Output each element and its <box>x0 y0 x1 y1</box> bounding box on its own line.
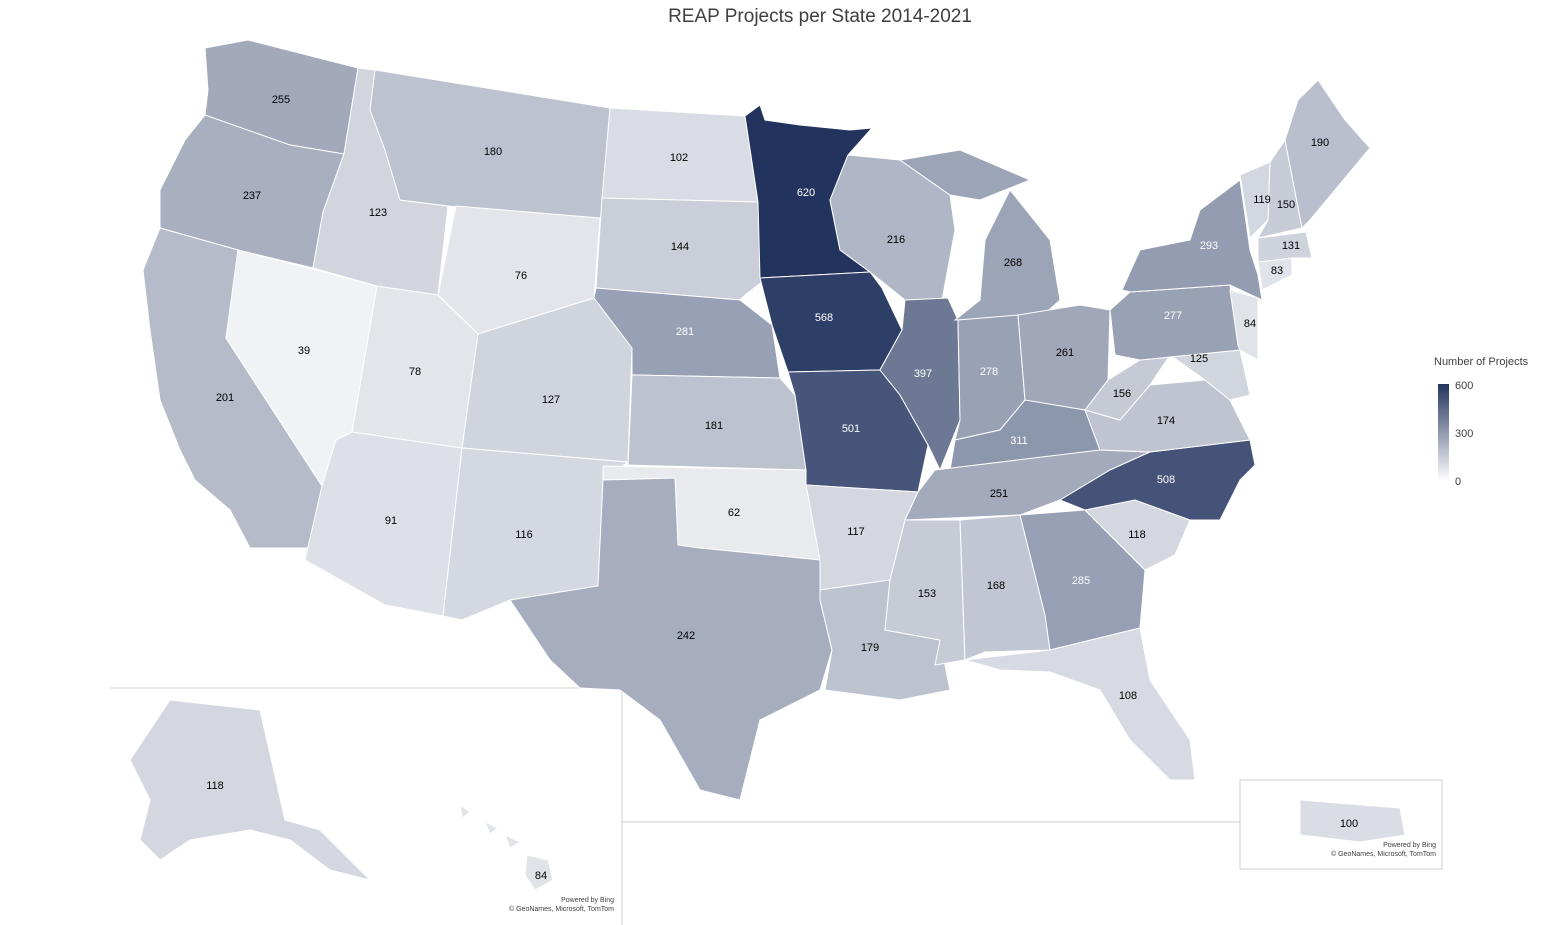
state-value-label-wa: 255 <box>272 94 290 106</box>
state-value-label-ca: 201 <box>216 392 234 404</box>
credit-line-sources: © GeoNames, Microsoft, TomTom <box>509 906 614 913</box>
state-value-label-sc: 118 <box>1128 529 1146 541</box>
state-value-label-nj: 84 <box>1244 318 1256 330</box>
state-value-label-wv: 156 <box>1113 388 1131 400</box>
legend-tick-min: 0 <box>1455 476 1462 488</box>
state-value-label-md: 125 <box>1190 353 1208 365</box>
state-value-label-nh: 150 <box>1277 199 1295 211</box>
state-value-label-nd: 102 <box>670 152 688 164</box>
state-value-label-hi: 84 <box>535 870 547 882</box>
pr-credit-line-powered: Powered by Bing <box>1383 842 1436 849</box>
state-value-label-az: 91 <box>385 515 397 527</box>
state-ny[interactable] <box>1121 179 1263 301</box>
legend-title: Number of Projects <box>1434 356 1529 368</box>
state-value-label-tx: 242 <box>677 630 695 642</box>
state-value-label-fl: 108 <box>1119 690 1137 702</box>
state-value-label-ct: 83 <box>1271 265 1283 277</box>
state-value-label-ks: 181 <box>705 420 723 432</box>
state-co[interactable] <box>461 297 633 463</box>
color-legend: Number of Projects 600 300 0 <box>1434 356 1549 488</box>
map-credit: Powered by Bing © GeoNames, Microsoft, T… <box>470 896 614 914</box>
state-value-label-ny: 293 <box>1200 240 1218 252</box>
state-value-labels: 255 237 201 39 123 180 76 78 91 127 116 102 144 281 18… <box>206 94 1358 882</box>
state-ma[interactable] <box>1257 231 1313 263</box>
state-value-label-in: 278 <box>980 366 998 378</box>
state-fl[interactable] <box>964 627 1196 781</box>
states-layer <box>129 39 1406 891</box>
state-ak[interactable] <box>129 699 372 881</box>
state-pa[interactable] <box>1109 284 1241 361</box>
state-value-label-nm: 116 <box>515 529 533 541</box>
state-value-label-pa: 277 <box>1164 310 1182 322</box>
state-nj[interactable] <box>1229 289 1259 361</box>
state-value-label-mn: 620 <box>797 187 815 199</box>
state-value-label-ar: 117 <box>847 526 865 538</box>
state-value-label-ut: 78 <box>409 366 421 378</box>
legend-tick-mid: 300 <box>1455 428 1474 440</box>
legend-tick-max: 600 <box>1455 380 1474 392</box>
state-value-label-sd: 144 <box>671 241 689 253</box>
state-value-label-nc: 508 <box>1157 474 1175 486</box>
state-me[interactable] <box>1284 79 1371 230</box>
credit-line-powered: Powered by Bing <box>561 897 614 904</box>
state-value-label-al: 168 <box>987 580 1005 592</box>
state-value-label-co: 127 <box>542 394 560 406</box>
state-value-label-ok: 62 <box>728 507 740 519</box>
state-value-label-oh: 261 <box>1056 347 1074 359</box>
state-value-label-or: 237 <box>243 190 261 202</box>
state-hi[interactable] <box>459 803 554 891</box>
state-value-label-me: 190 <box>1311 137 1329 149</box>
state-value-label-mt: 180 <box>484 146 502 158</box>
pr-credit-line-sources: © GeoNames, Microsoft, TomTom <box>1331 851 1436 858</box>
state-pr[interactable] <box>1299 799 1406 843</box>
state-value-label-ky: 311 <box>1010 435 1028 447</box>
state-value-label-wi: 216 <box>887 234 905 246</box>
map-title: REAP Projects per State 2014-2021 <box>668 6 972 27</box>
state-value-label-ak: 118 <box>206 780 224 792</box>
inset-frames <box>110 687 1443 925</box>
state-value-label-tn: 251 <box>990 488 1008 500</box>
state-il[interactable] <box>879 297 961 472</box>
state-nh[interactable] <box>1257 138 1303 239</box>
state-or[interactable] <box>159 114 345 269</box>
state-value-label-ma: 131 <box>1282 240 1300 252</box>
state-value-label-ga: 285 <box>1072 575 1090 587</box>
state-value-label-nv: 39 <box>298 345 310 357</box>
state-tx[interactable] <box>509 477 833 801</box>
state-value-label-vt: 119 <box>1253 194 1271 206</box>
state-value-label-il: 397 <box>914 368 932 380</box>
state-value-label-mi: 268 <box>1004 257 1022 269</box>
legend-color-bar <box>1438 384 1449 481</box>
state-value-label-ms: 153 <box>918 588 936 600</box>
pr-inset-credit: Powered by Bing © GeoNames, Microsoft, T… <box>1296 841 1436 859</box>
state-value-label-mo: 501 <box>842 423 860 435</box>
state-value-label-ne: 281 <box>676 326 694 338</box>
state-value-label-va: 174 <box>1157 415 1175 427</box>
state-value-label-id: 123 <box>369 207 387 219</box>
state-value-label-wy: 76 <box>515 270 527 282</box>
state-value-label-ia: 568 <box>815 312 833 324</box>
state-nc[interactable] <box>1058 439 1256 521</box>
state-value-label-pr: 100 <box>1340 818 1358 830</box>
state-value-label-la: 179 <box>861 642 879 654</box>
